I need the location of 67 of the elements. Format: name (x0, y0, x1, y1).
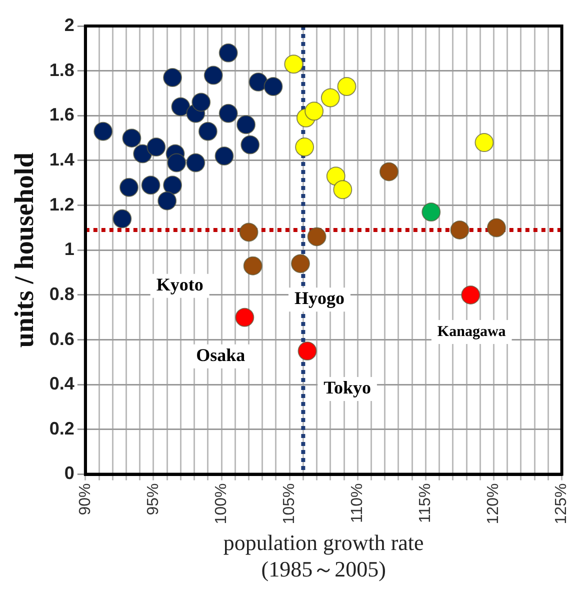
x-tick-label: 105% (280, 483, 298, 524)
annotation: Kyoto (156, 274, 204, 294)
point (158, 191, 177, 210)
point (119, 178, 138, 197)
point (171, 97, 190, 116)
point (198, 122, 218, 141)
point (290, 254, 310, 274)
y-tick-label: 1.6 (49, 104, 74, 125)
point (146, 138, 166, 157)
point (248, 72, 268, 92)
x-tick-label: 110% (349, 483, 366, 524)
y-axis-title: units / household (9, 152, 40, 348)
x-axis-title: population growth rate (1985～2005) (223, 530, 424, 582)
point (422, 202, 441, 222)
point (461, 285, 480, 304)
y-tick-label: 1.2 (49, 194, 74, 214)
point (167, 153, 186, 172)
annotation: Hyogo (294, 288, 344, 308)
point (239, 222, 258, 242)
point (243, 256, 262, 276)
point (379, 162, 398, 182)
y-tick-label: 0 (64, 463, 74, 484)
x-tick-label: 115% (417, 483, 434, 524)
x-tick-label: 120% (485, 483, 502, 524)
point (204, 66, 223, 85)
y-tick-label: 0.8 (49, 284, 74, 304)
point (133, 144, 152, 164)
point (320, 88, 340, 108)
point (450, 220, 470, 240)
y-tick-label: 0.2 (49, 418, 74, 438)
y-tick-label: 1.4 (49, 149, 74, 170)
x-tick-label: 125% (553, 483, 570, 524)
point (214, 146, 234, 166)
point (284, 54, 304, 74)
point (333, 180, 352, 200)
point (163, 68, 182, 88)
point (295, 138, 314, 157)
x-tick-label: 90% (76, 483, 94, 516)
point (94, 122, 113, 141)
x-tick-label: 95% (144, 483, 162, 516)
y-tick-label: 0.4 (49, 374, 74, 394)
point (122, 128, 142, 148)
point (337, 77, 356, 96)
y-tick-label: 2 (64, 14, 74, 35)
point (304, 102, 324, 121)
point (240, 135, 260, 154)
point (163, 176, 182, 195)
point (218, 43, 238, 62)
annotation: Kanagawa (437, 324, 506, 340)
y-tick-label: 1 (64, 239, 74, 260)
y-tick-label: 0.6 (49, 328, 74, 349)
point (218, 104, 238, 123)
point (307, 227, 326, 246)
point (236, 115, 256, 134)
y-tick-label: 1.8 (49, 60, 74, 80)
point (486, 218, 506, 238)
point (192, 92, 211, 112)
point (112, 209, 132, 228)
point (235, 308, 254, 327)
point (186, 153, 206, 172)
point (298, 342, 317, 360)
point (474, 133, 494, 152)
annotation: Osaka (196, 345, 246, 366)
x-tick-label: 100% (212, 483, 230, 524)
point (141, 176, 160, 195)
annotation: Tokyo (324, 378, 371, 398)
point (264, 77, 283, 96)
